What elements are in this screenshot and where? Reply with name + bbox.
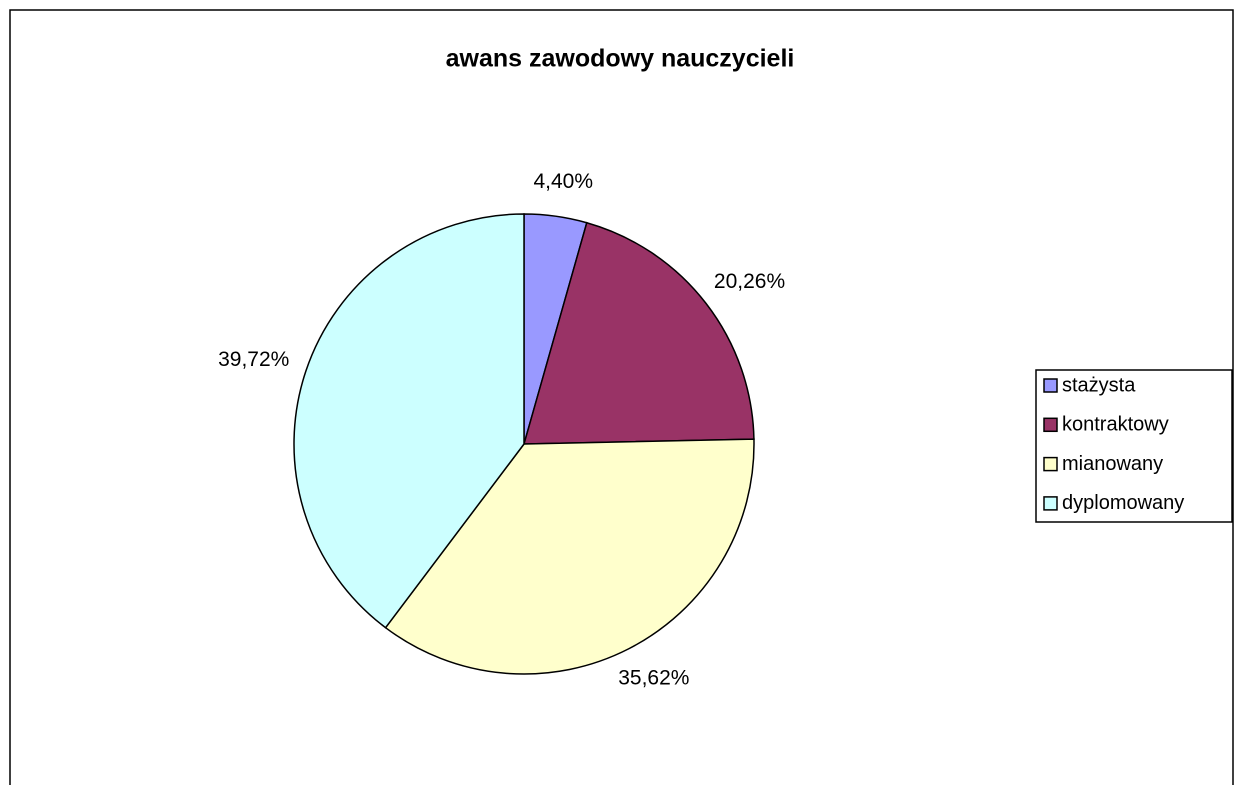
pie-slice — [523, 221, 755, 445]
legend-label: kontraktowy — [1062, 414, 1169, 436]
data-label: 39,72% — [218, 348, 289, 371]
legend-label: dyplomowany — [1062, 492, 1184, 514]
chart-frame — [9, 9, 1234, 785]
legend-swatch — [1043, 456, 1058, 472]
legend-swatch — [1043, 496, 1058, 511]
legend-swatch — [1043, 417, 1058, 433]
legend-swatch — [1043, 378, 1058, 393]
legend — [1035, 369, 1233, 523]
pie-slice — [293, 213, 525, 629]
data-label: 35,62% — [618, 667, 689, 690]
pie-slice — [384, 438, 755, 675]
chart-title: awans zawodowy nauczycieli — [446, 45, 795, 73]
data-label: 4,40% — [533, 170, 593, 193]
legend-label: mianowany — [1062, 453, 1163, 475]
legend-label: stażysta — [1062, 374, 1136, 396]
data-label: 20,26% — [714, 270, 785, 293]
